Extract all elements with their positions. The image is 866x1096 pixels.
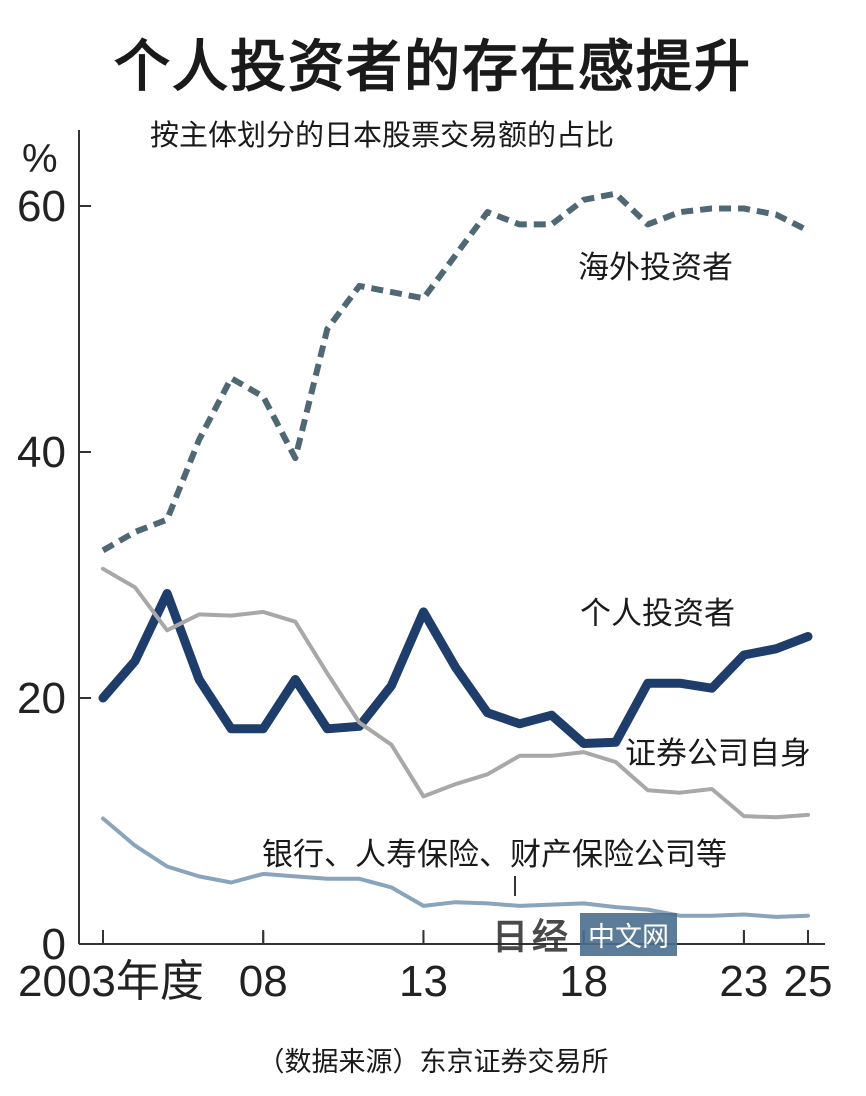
chart-title: 个人投资者的存在感提升	[114, 35, 752, 100]
y-tick-label: 40	[17, 428, 66, 477]
chart-subtitle: 按主体划分的日本股票交易额的占比	[150, 118, 615, 152]
x-tick-label: 23	[719, 957, 768, 1006]
series-line-2	[101, 566, 810, 820]
watermark-tag: 中文网	[580, 912, 678, 956]
nikkei-logo: 日经	[492, 916, 573, 958]
chart-axes: % 0 20 40 60 2003年度 08 13 18 23 25	[17, 130, 832, 1006]
x-tick-label: 13	[399, 957, 448, 1006]
data-source: （数据来源）东京证券交易所	[257, 1047, 609, 1078]
series-label-1: 个人投资者	[580, 596, 735, 632]
chart-series	[98, 190, 813, 919]
series-line-1	[98, 589, 813, 748]
y-axis-unit: %	[22, 137, 58, 181]
series-line-0	[101, 190, 810, 554]
x-tick-label: 08	[239, 957, 288, 1006]
x-tick-label: 2003年度	[18, 957, 204, 1006]
x-tick-label: 18	[559, 957, 608, 1006]
y-tick-label: 20	[17, 674, 66, 723]
x-tick-label: 25	[784, 957, 833, 1006]
watermark: 日经 中文网	[492, 908, 772, 960]
series-label-3: 银行、人寿保险、财产保险公司等	[262, 837, 727, 873]
y-tick-label: 0	[42, 920, 66, 969]
series-label-0: 海外投资者	[578, 250, 733, 286]
series-line-3	[101, 816, 810, 919]
series-label-2: 证券公司自身	[625, 736, 811, 772]
y-tick-label: 60	[17, 182, 66, 231]
